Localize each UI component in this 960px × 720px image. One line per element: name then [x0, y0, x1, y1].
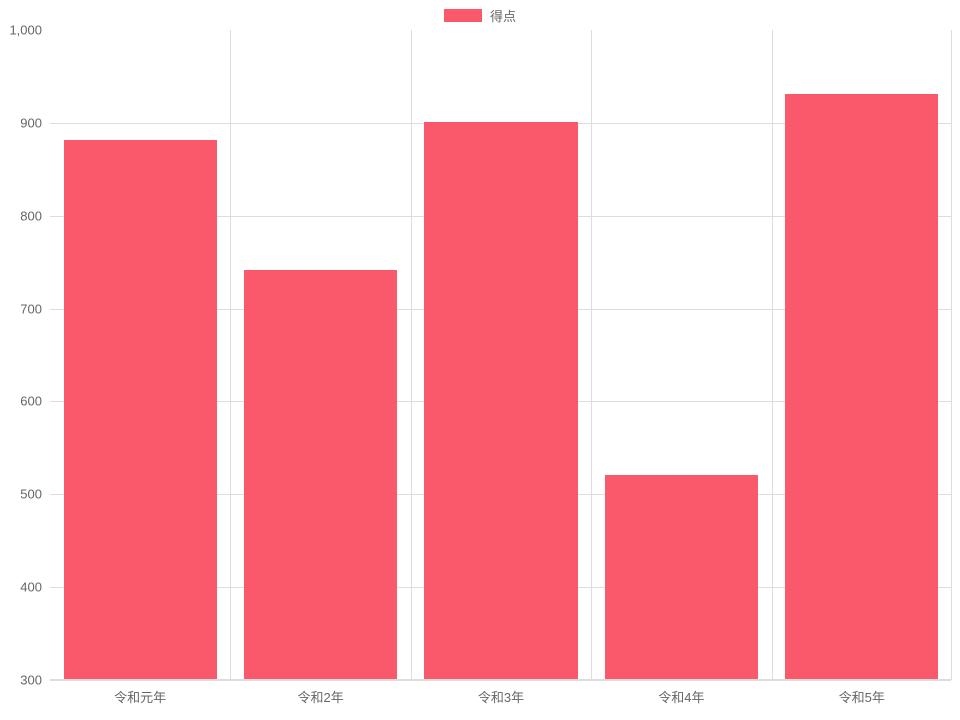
- x-tick-label: 令和2年: [297, 679, 343, 706]
- gridline-v: [230, 30, 231, 679]
- x-tick-label: 令和3年: [478, 679, 524, 706]
- y-tick-label: 800: [20, 208, 50, 223]
- y-tick-label: 900: [20, 115, 50, 130]
- y-tick-label: 400: [20, 580, 50, 595]
- y-tick-label: 500: [20, 487, 50, 502]
- legend-label: 得点: [490, 6, 516, 25]
- x-tick-label: 令和5年: [839, 679, 885, 706]
- legend: 得点: [0, 6, 960, 25]
- plot-area: 3004005006007008009001,000令和元年令和2年令和3年令和…: [50, 30, 952, 680]
- bar: [605, 475, 758, 679]
- bar: [424, 122, 577, 679]
- gridline-v: [772, 30, 773, 679]
- y-tick-label: 1,000: [9, 23, 50, 38]
- y-tick-label: 300: [20, 673, 50, 688]
- legend-swatch: [444, 9, 482, 22]
- score-bar-chart: 得点 3004005006007008009001,000令和元年令和2年令和3…: [0, 0, 960, 720]
- bar: [64, 140, 217, 679]
- gridline-v: [411, 30, 412, 679]
- bar: [785, 94, 938, 679]
- bar: [244, 270, 397, 679]
- y-tick-label: 700: [20, 301, 50, 316]
- gridline-v: [591, 30, 592, 679]
- y-tick-label: 600: [20, 394, 50, 409]
- x-tick-label: 令和4年: [658, 679, 704, 706]
- x-tick-label: 令和元年: [114, 679, 166, 706]
